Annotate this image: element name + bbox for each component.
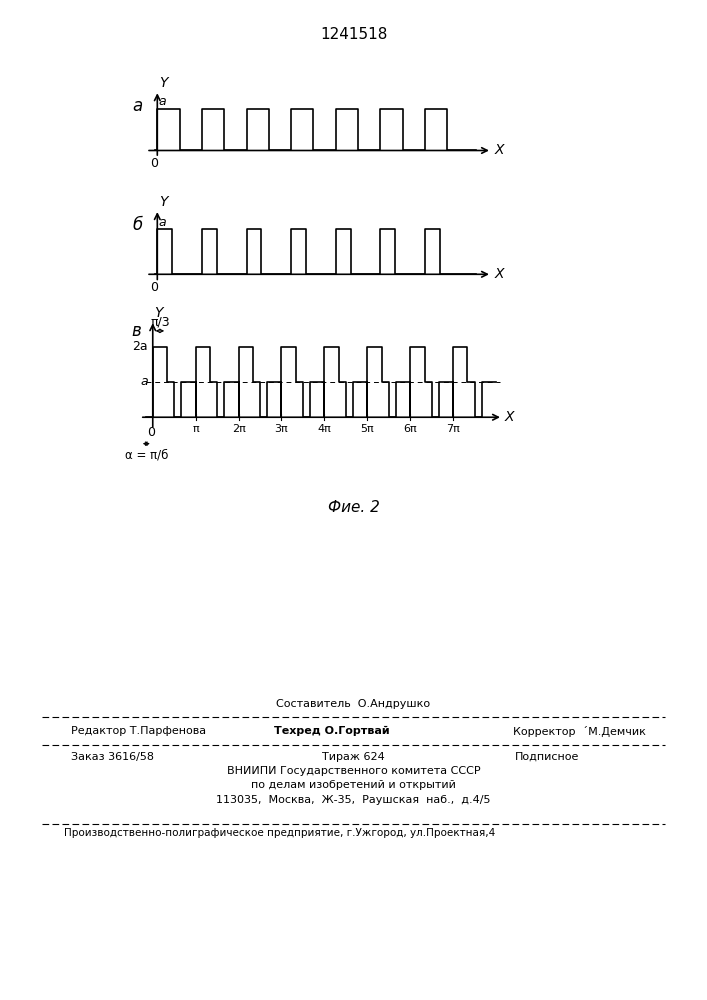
Text: Техред О.Гортвай: Техред О.Гортвай [274, 726, 390, 736]
Text: Тираж 624: Тираж 624 [322, 752, 385, 762]
Text: 0: 0 [150, 281, 158, 294]
Text: 113035,  Москва,  Ж-35,  Раушская  наб.,  д.4/5: 113035, Москва, Ж-35, Раушская наб., д.4… [216, 795, 491, 805]
Text: 5π: 5π [361, 424, 374, 434]
Text: π: π [192, 424, 199, 434]
Text: Корректор  ´М.Демчик: Корректор ´М.Демчик [513, 725, 646, 737]
Text: 3π: 3π [275, 424, 288, 434]
Text: 6π: 6π [404, 424, 417, 434]
Text: π/3: π/3 [150, 315, 170, 328]
Text: по делам изобретений и открытий: по делам изобретений и открытий [251, 780, 456, 790]
Text: в: в [132, 322, 141, 340]
Text: a: a [141, 375, 148, 388]
Text: a: a [158, 216, 166, 229]
Text: 0: 0 [147, 426, 156, 439]
Text: 2a: 2a [132, 340, 148, 353]
Text: α = π/б: α = π/б [124, 449, 168, 462]
Text: X: X [494, 143, 504, 157]
Text: б: б [132, 216, 142, 234]
Text: 2π: 2π [232, 424, 245, 434]
Text: Y: Y [154, 306, 163, 320]
Text: X: X [494, 267, 504, 281]
Text: 7π: 7π [446, 424, 460, 434]
Text: a: a [158, 95, 166, 108]
Text: a: a [132, 97, 142, 115]
Text: Составитель  О.Андрушко: Составитель О.Андрушко [276, 699, 431, 709]
Text: 1241518: 1241518 [320, 27, 387, 42]
Text: Y: Y [160, 195, 168, 209]
Text: Редактор Т.Парфенова: Редактор Т.Парфенова [71, 726, 206, 736]
Text: Y: Y [160, 76, 168, 90]
Text: 0: 0 [150, 157, 158, 170]
Text: Заказ 3616/58: Заказ 3616/58 [71, 752, 153, 762]
Text: Производственно-полиграфическое предприятие, г.Ужгород, ул.Проектная,4: Производственно-полиграфическое предприя… [64, 828, 495, 838]
Text: Подписное: Подписное [515, 752, 580, 762]
Text: Фие. 2: Фие. 2 [327, 500, 380, 515]
Text: X: X [505, 410, 514, 424]
Text: 4π: 4π [317, 424, 332, 434]
Text: ВНИИПИ Государственного комитета СССР: ВНИИПИ Государственного комитета СССР [227, 766, 480, 776]
